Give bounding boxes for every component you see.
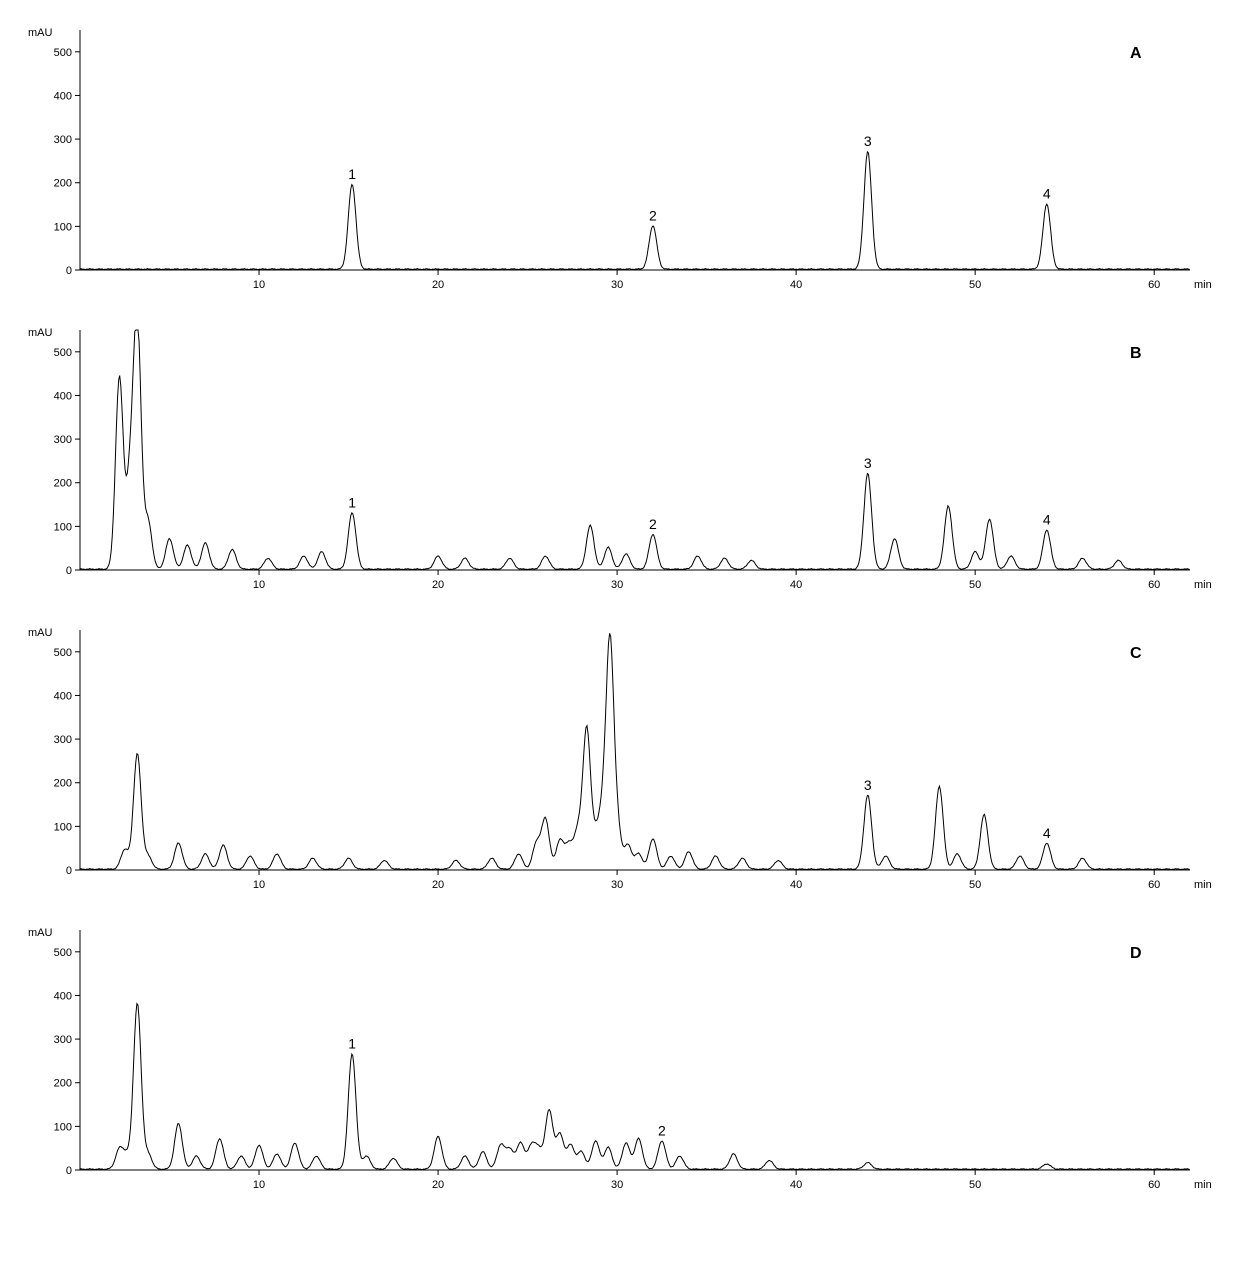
peak-label: 4 [1043,186,1051,202]
y-tick-label: 100 [54,1121,72,1133]
y-tick-label: 100 [54,221,72,233]
panel-label: D [1130,945,1142,962]
panel-label: C [1130,645,1142,662]
x-axis-label: min [1194,579,1212,591]
x-tick-label: 60 [1148,279,1160,291]
panel-label: B [1130,345,1142,362]
panel-A: mAU 0 100 200 300 400 500 10 20 30 40 50 60 min 1 2 3 4 A [20,20,1220,300]
y-tick-label: 400 [54,90,72,102]
peak-label: 4 [1043,512,1051,528]
chromatogram-figure: mAU0100200300400500102030405060min1234Am… [20,20,1220,1200]
x-tick-label: 50 [969,579,981,591]
chromatogram-panel-C: mAU 0 100 200 300 400 500 10 20 30 40 50 60 min 3 4 C [20,620,1220,900]
y-tick-label: 200 [54,778,72,790]
y-tick-label: 400 [54,390,72,402]
y-axis-label: mAU [28,627,53,639]
x-tick-label: 50 [969,279,981,291]
x-tick-label: 20 [432,279,444,291]
x-tick-label: 30 [611,1179,623,1191]
y-tick-label: 500 [54,47,72,59]
x-axis-label: min [1194,879,1212,891]
y-tick-label: 200 [54,478,72,490]
x-tick-label: 20 [432,1179,444,1191]
peak-label: 2 [649,516,657,532]
peak-label: 2 [658,1123,666,1139]
x-axis-label: min [1194,279,1212,291]
y-tick-label: 500 [54,947,72,959]
y-tick-label: 300 [54,134,72,146]
chromatogram-trace [80,633,1190,869]
peak-label: 4 [1043,825,1051,841]
y-tick-label: 0 [66,565,72,577]
y-tick-label: 300 [54,734,72,746]
chromatogram-panel-B: mAU 0 100 200 300 400 500 10 20 30 40 50 60 min 1 2 3 4 B [20,320,1220,600]
chromatogram-trace [80,330,1190,570]
peak-label: 1 [348,166,356,182]
x-tick-label: 60 [1148,579,1160,591]
x-tick-label: 30 [611,879,623,891]
x-tick-label: 10 [253,879,265,891]
y-tick-label: 0 [66,265,72,277]
peak-label: 3 [864,777,872,793]
x-tick-label: 20 [432,579,444,591]
peak-label: 3 [864,455,872,471]
x-tick-label: 10 [253,1179,265,1191]
y-tick-label: 200 [54,1078,72,1090]
y-tick-label: 0 [66,865,72,877]
x-axis-label: min [1194,1179,1212,1191]
panel-C: mAU 0 100 200 300 400 500 10 20 30 40 50 60 min 3 4 C [20,620,1220,900]
peak-label: 2 [649,207,657,223]
x-tick-label: 20 [432,879,444,891]
chromatogram-panel-A: mAU 0 100 200 300 400 500 10 20 30 40 50 60 min 1 2 3 4 A [20,20,1220,300]
panel-label: A [1130,45,1142,62]
x-tick-label: 50 [969,879,981,891]
y-tick-label: 300 [54,1034,72,1046]
y-axis-label: mAU [28,327,53,339]
y-axis-label: mAU [28,27,53,39]
x-tick-label: 10 [253,279,265,291]
x-tick-label: 40 [790,879,802,891]
x-tick-label: 60 [1148,1179,1160,1191]
panel-D: mAU 0 100 200 300 400 500 10 20 30 40 50 60 min 1 2 D [20,920,1220,1200]
y-axis-label: mAU [28,927,53,939]
x-tick-label: 40 [790,579,802,591]
x-tick-label: 50 [969,1179,981,1191]
y-tick-label: 100 [54,521,72,533]
chromatogram-panel-D: mAU 0 100 200 300 400 500 10 20 30 40 50 60 min 1 2 D [20,920,1220,1200]
x-tick-label: 60 [1148,879,1160,891]
y-tick-label: 200 [54,178,72,190]
y-tick-label: 500 [54,647,72,659]
y-tick-label: 500 [54,347,72,359]
panel-B: mAU 0 100 200 300 400 500 10 20 30 40 50 60 min 1 2 3 4 B [20,320,1220,600]
y-tick-label: 400 [54,990,72,1002]
chromatogram-trace [80,1004,1190,1170]
y-tick-label: 400 [54,690,72,702]
chromatogram-trace [80,152,1190,270]
y-tick-label: 100 [54,821,72,833]
x-tick-label: 30 [611,579,623,591]
y-tick-label: 300 [54,434,72,446]
y-tick-label: 0 [66,1165,72,1177]
peak-label: 1 [348,1035,356,1051]
x-tick-label: 40 [790,279,802,291]
x-tick-label: 40 [790,1179,802,1191]
peak-label: 1 [348,494,356,510]
x-tick-label: 30 [611,279,623,291]
x-tick-label: 10 [253,579,265,591]
peak-label: 3 [864,133,872,149]
